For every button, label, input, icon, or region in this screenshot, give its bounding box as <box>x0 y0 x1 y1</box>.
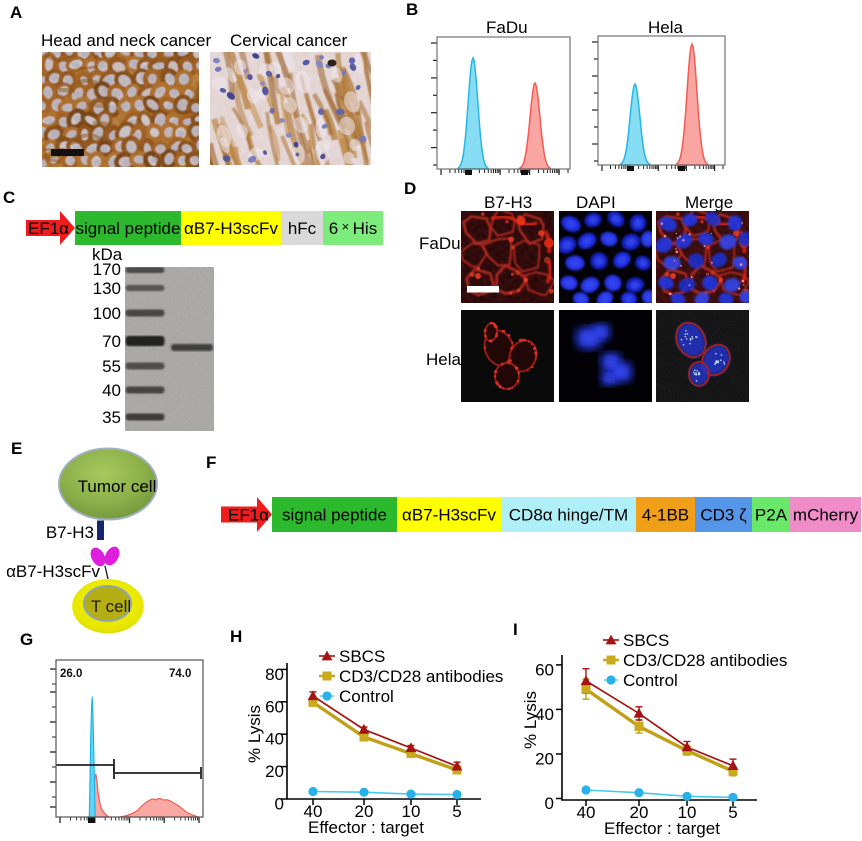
svg-text:20: 20 <box>630 803 649 822</box>
svg-text:mCherry: mCherry <box>793 506 859 525</box>
svg-text:6 × His: 6 × His <box>329 219 377 238</box>
svg-text:CD3/CD28 antibodies: CD3/CD28 antibodies <box>623 651 787 670</box>
svg-text:Effector : target: Effector : target <box>604 819 720 838</box>
svg-text:40: 40 <box>577 803 596 822</box>
svg-text:signal peptide: signal peptide <box>282 506 387 525</box>
svg-text:5: 5 <box>728 803 737 822</box>
svg-text:CD3/CD28 antibodies: CD3/CD28 antibodies <box>339 667 503 686</box>
svg-text:20: 20 <box>355 802 374 821</box>
svg-text:αB7-H3scFv: αB7-H3scFv <box>402 506 496 525</box>
svg-text:0: 0 <box>275 795 284 814</box>
svg-text:10: 10 <box>402 802 421 821</box>
svg-text:CD8α hinge/TM: CD8α hinge/TM <box>509 506 628 525</box>
svg-text:P2A: P2A <box>755 506 788 525</box>
svg-text:% Lysis: % Lysis <box>245 705 264 763</box>
svg-text:26.0: 26.0 <box>60 668 82 680</box>
svg-text:20: 20 <box>265 762 284 781</box>
svg-text:Effector : target: Effector : target <box>308 818 424 837</box>
svg-text:0: 0 <box>545 794 554 813</box>
svg-text:Control: Control <box>623 671 678 690</box>
svg-text:60: 60 <box>535 660 554 679</box>
svg-text:40: 40 <box>304 802 323 821</box>
svg-text:signal peptide: signal peptide <box>76 219 181 238</box>
svg-text:EF1α: EF1α <box>28 219 69 238</box>
svg-text:hFc: hFc <box>288 219 317 238</box>
svg-text:SBCS: SBCS <box>623 631 669 650</box>
svg-text:4-1BB: 4-1BB <box>642 506 689 525</box>
svg-text:% Lysis: % Lysis <box>521 691 540 749</box>
svg-text:80: 80 <box>265 665 284 684</box>
svg-text:Tumor cell: Tumor cell <box>78 477 157 496</box>
svg-text:60: 60 <box>265 697 284 716</box>
svg-text:40: 40 <box>535 705 554 724</box>
svg-text:B7-H3: B7-H3 <box>46 523 94 542</box>
svg-text:10: 10 <box>678 803 697 822</box>
svg-text:EF1α: EF1α <box>228 506 269 525</box>
svg-text:αB7-H3scFv: αB7-H3scFv <box>6 562 100 581</box>
svg-text:Control: Control <box>339 687 394 706</box>
svg-text:SBCS: SBCS <box>339 647 385 666</box>
svg-text:CD3 ζ: CD3 ζ <box>700 506 747 525</box>
svg-text:αB7-H3scFv: αB7-H3scFv <box>184 219 278 238</box>
svg-text:5: 5 <box>452 802 461 821</box>
svg-text:T cell: T cell <box>91 597 131 616</box>
svg-text:40: 40 <box>265 730 284 749</box>
svg-text:74.0: 74.0 <box>169 668 191 680</box>
svg-text:20: 20 <box>535 750 554 769</box>
